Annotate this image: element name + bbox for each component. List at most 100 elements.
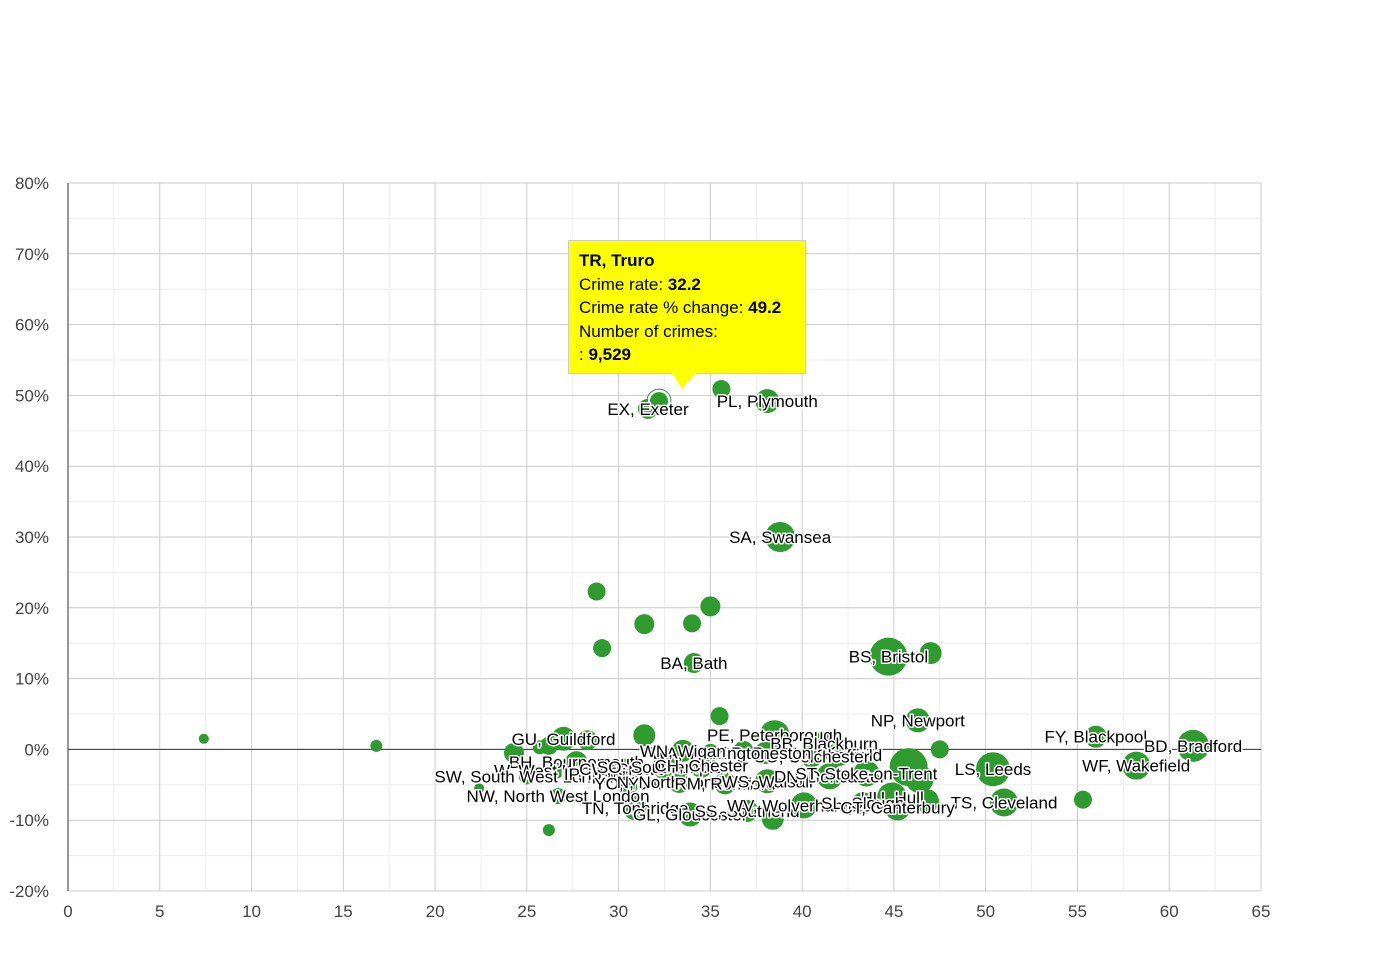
bubble-label: NW, North West London — [467, 787, 650, 806]
bubble — [532, 740, 547, 755]
bubble — [755, 769, 780, 794]
bubble — [976, 752, 1011, 787]
bubble — [851, 792, 874, 815]
axes — [67, 183, 1261, 891]
bubble — [616, 772, 639, 795]
y-tick-label: 80% — [15, 174, 49, 193]
tooltip-crime-rate-value: 32.2 — [667, 274, 701, 294]
x-tick-label: 65 — [1252, 902, 1271, 921]
bubble-label: YO, York — [594, 774, 662, 793]
tooltip-pct-change-row: Crime rate % change: 49.2 — [579, 296, 795, 320]
bubble — [990, 788, 1019, 817]
bubble-labels-layer: BA, Bath SA, Swansea EX, Exeter PL, Plymout… — [433, 391, 1244, 826]
y-tick-label: 60% — [15, 316, 49, 335]
y-tick-label: 70% — [15, 245, 49, 264]
bubble — [550, 788, 567, 805]
highlight-ring — [646, 388, 672, 414]
bubble — [853, 760, 880, 787]
bubble — [1073, 790, 1092, 809]
bubble-label: WS, Walsall — [722, 772, 813, 791]
bubble — [370, 739, 383, 752]
tooltip-crimes-value: 9,529 — [588, 345, 631, 364]
x-axis-ticks: 0 5 10 15 20 25 30 35 40 45 50 55 60 65 — [63, 902, 1270, 921]
bubble — [905, 765, 934, 794]
bubble — [1177, 729, 1210, 762]
bubble — [869, 637, 908, 676]
bubble-label: SL, Slough — [821, 794, 904, 813]
bubble — [198, 733, 209, 744]
bubble — [689, 753, 714, 778]
bubble-label: PE, Peterborough — [707, 726, 842, 745]
bubble — [518, 768, 535, 785]
tooltip-pointer — [672, 373, 696, 389]
bubble — [565, 751, 588, 774]
bubble — [678, 802, 703, 827]
x-tick-label: 25 — [517, 902, 536, 921]
bubble — [668, 770, 691, 793]
bubble-label: GU, Guildford — [512, 730, 616, 749]
tooltip-crimes-prefix: : — [579, 345, 589, 364]
bubble-label: EX, Exeter — [607, 400, 689, 419]
bubble — [1122, 751, 1151, 780]
bubble — [503, 742, 524, 763]
tooltip-crime-rate-label: Crime rate: — [579, 274, 668, 294]
bubble — [827, 744, 850, 767]
x-tick-label: 55 — [1068, 902, 1087, 921]
y-tick-label: 0% — [24, 740, 49, 759]
bubble — [542, 824, 555, 837]
bubble — [1084, 725, 1107, 748]
bubble-label: CO, Colchester — [753, 747, 870, 766]
bubble — [765, 522, 796, 552]
bubble — [710, 707, 729, 726]
bubble-label: SA, Swansea — [729, 528, 832, 547]
bubble-label: DN, Doncaster — [774, 767, 886, 786]
bubble — [623, 796, 648, 821]
tooltip-crimes-row: : 9,529 — [579, 343, 795, 367]
bubbles-layer — [198, 240, 1210, 837]
bubble-label: CH, Chester — [654, 757, 748, 776]
x-tick-label: 0 — [63, 902, 72, 921]
bubble — [884, 794, 911, 821]
bubble — [790, 792, 817, 819]
x-tick-label: 20 — [426, 902, 445, 921]
bubble-label: WA, Warrington — [651, 744, 770, 763]
highlighted-bubble — [647, 390, 670, 413]
bubble-label: W, West London — [494, 762, 618, 781]
bubble — [930, 740, 949, 759]
x-tick-label: 40 — [793, 902, 812, 921]
bubble — [593, 639, 612, 658]
bubble-label: SW, South West London — [434, 767, 619, 786]
x-tick-label: 10 — [242, 902, 261, 921]
bubble — [712, 380, 731, 399]
bubble-label: WF, Wakefield — [1082, 757, 1190, 776]
y-tick-label: -20% — [9, 882, 49, 901]
bubble-label: ST, Stoke-on-Trent — [795, 764, 937, 783]
x-tick-label: 15 — [334, 902, 353, 921]
bubble-label: SO, Southampton — [597, 758, 732, 777]
bubble-label: BA, Bath — [660, 654, 727, 673]
bubble — [474, 783, 485, 794]
bubble — [577, 730, 598, 751]
tooltip-crime-rate-row: Crime rate: 32.2 — [579, 273, 795, 297]
bubble — [652, 755, 677, 780]
bubble-label: WV, Wolverhampton — [727, 796, 881, 815]
bubble — [683, 653, 704, 674]
y-tick-label: -10% — [9, 811, 49, 830]
bubble — [633, 724, 656, 747]
tooltip-pct-change-label: Crime rate % change: — [579, 298, 749, 317]
tooltip-crimes-label: Number of crimes: — [579, 321, 718, 341]
bubble-label: TS, Cleveland — [951, 794, 1058, 813]
bubble — [714, 772, 737, 795]
bubble — [914, 789, 939, 814]
bubble-label: WN, Wigan — [640, 742, 726, 761]
bubble — [816, 763, 843, 790]
bubble — [919, 642, 942, 665]
y-tick-label: 50% — [15, 386, 49, 405]
bubble-label: PL, Plymouth — [717, 392, 818, 411]
bubble-label: FY, Blackpool — [1044, 728, 1147, 747]
bubble — [587, 582, 606, 601]
bubble-label: BH, Bournemouth — [509, 753, 644, 772]
x-tick-label: 45 — [884, 902, 903, 921]
bubble — [700, 596, 721, 617]
